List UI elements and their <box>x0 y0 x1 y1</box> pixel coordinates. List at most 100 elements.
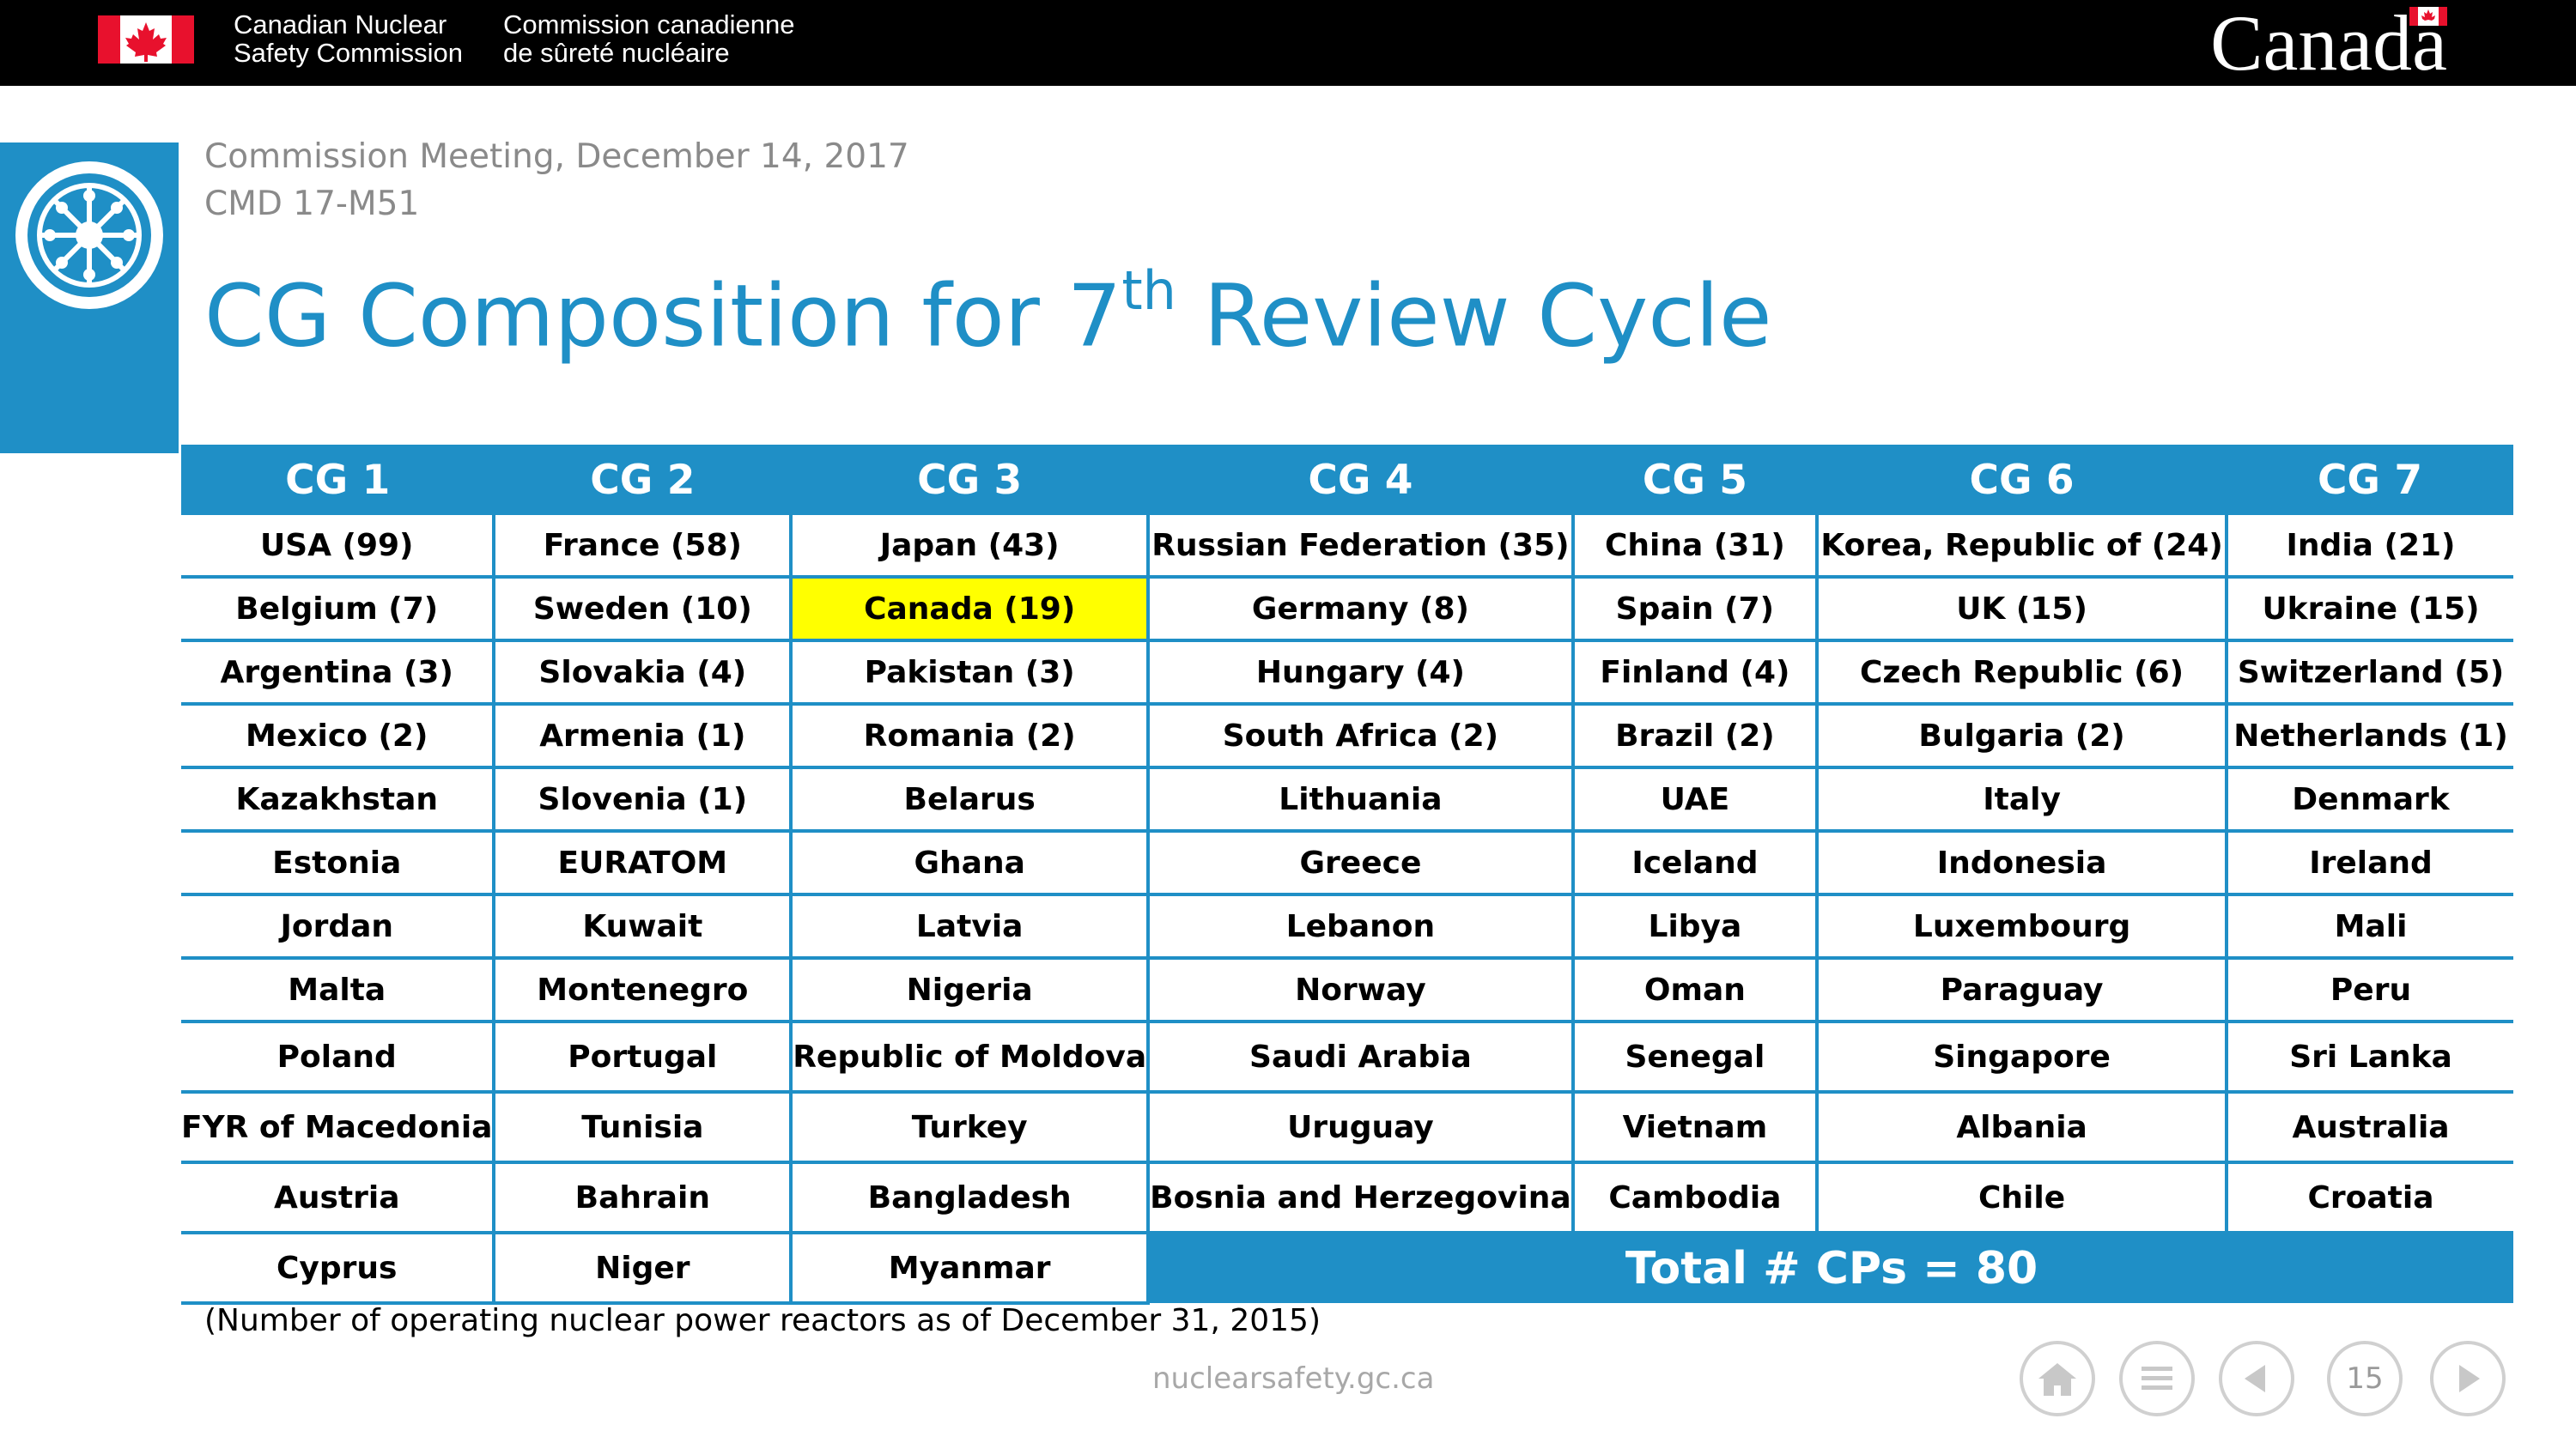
table-cell: Niger <box>494 1233 793 1305</box>
table-cell: Sweden (10) <box>494 577 793 642</box>
table-cell: Netherlands (1) <box>2227 704 2513 769</box>
table-cell: Slovakia (4) <box>494 640 793 706</box>
table-row: Belgium (7) Sweden (10) Canada (19) Germ… <box>181 577 2513 642</box>
table-cell: Kuwait <box>494 894 793 960</box>
table-cell: Belgium (7) <box>181 577 496 642</box>
table-cell: Spain (7) <box>1572 577 1820 642</box>
cnsc-logo-icon <box>15 161 163 309</box>
footnote: (Number of operating nuclear power react… <box>204 1303 1321 1338</box>
cmd-number: CMD 17-M51 <box>204 185 420 223</box>
column-header: CG 7 <box>2227 445 2513 515</box>
table-cell: Luxembourg <box>1817 894 2229 960</box>
table-cell: Bangladesh <box>791 1162 1151 1234</box>
table-cell: Norway <box>1148 958 1575 1023</box>
home-icon <box>2038 1363 2076 1396</box>
table-row: Austria Bahrain Bangladesh Bosnia and He… <box>181 1162 2513 1234</box>
table-cell: Albania <box>1817 1092 2229 1164</box>
title-prefix: CG Composition for 7 <box>204 265 1122 367</box>
table-cell: Argentina (3) <box>181 640 496 706</box>
table-cell: Greece <box>1148 831 1575 896</box>
title-superscript: th <box>1121 259 1176 322</box>
org-name-en-line1: Canadian Nuclear <box>234 9 447 39</box>
table-cell: India (21) <box>2227 515 2513 579</box>
table-cell: Tunisia <box>494 1092 793 1164</box>
page-indicator: 15 <box>2327 1341 2403 1416</box>
column-header: CG 3 <box>791 445 1149 515</box>
table-cell: Chile <box>1817 1162 2229 1234</box>
table-row: Argentina (3) Slovakia (4) Pakistan (3) … <box>181 640 2513 706</box>
table-cell: Switzerland (5) <box>2227 640 2513 706</box>
table-cell: Poland <box>181 1022 496 1094</box>
table-cell: EURATOM <box>494 831 793 896</box>
home-button[interactable] <box>2020 1341 2095 1416</box>
table-cell: Bahrain <box>494 1162 793 1234</box>
table-cell: Mali <box>2227 894 2513 960</box>
table-row: Mexico (2) Armenia (1) Romania (2) South… <box>181 704 2513 769</box>
table-cell: Jordan <box>181 894 496 960</box>
table-cell: Lithuania <box>1148 767 1575 833</box>
table-row: Kazakhstan Slovenia (1) Belarus Lithuani… <box>181 767 2513 833</box>
table-cell: Malta <box>181 958 496 1023</box>
table-cell: Turkey <box>791 1092 1151 1164</box>
table-cell: Iceland <box>1572 831 1820 896</box>
table-cell: Ghana <box>791 831 1151 896</box>
table-cell: Kazakhstan <box>181 767 496 833</box>
table-cell: Portugal <box>494 1022 793 1094</box>
column-header: CG 6 <box>1817 445 2227 515</box>
website-link[interactable]: nuclearsafety.gc.ca <box>1152 1361 1435 1396</box>
next-icon <box>2459 1365 2480 1392</box>
table-cell: Ukraine (15) <box>2227 577 2513 642</box>
table-cell: Lebanon <box>1148 894 1575 960</box>
table-cell: Bulgaria (2) <box>1817 704 2229 769</box>
org-name-en: Canadian Nuclear Safety Commission <box>234 10 463 67</box>
total-cps: Total # CPs = 80 <box>1148 1233 2513 1303</box>
table-cell: Oman <box>1572 958 1820 1023</box>
table-cell: Japan (43) <box>791 515 1151 579</box>
table-cell: Myanmar <box>791 1233 1151 1305</box>
meeting-date: Commission Meeting, December 14, 2017 <box>204 137 909 176</box>
column-header: CG 2 <box>494 445 792 515</box>
table-row: Cyprus Niger Myanmar Total # CPs = 80 <box>181 1233 2513 1305</box>
table-cell: Uruguay <box>1148 1092 1575 1164</box>
table-row: Malta Montenegro Nigeria Norway Oman Par… <box>181 958 2513 1023</box>
table-cell: Germany (8) <box>1148 577 1575 642</box>
column-header: CG 5 <box>1572 445 1818 515</box>
highlighted-cell: Canada (19) <box>791 577 1151 642</box>
table-cell: Bosnia and Herzegovina <box>1148 1162 1575 1234</box>
previous-slide-button[interactable] <box>2219 1341 2294 1416</box>
table-cell: Singapore <box>1817 1022 2229 1094</box>
table-cell: Indonesia <box>1817 831 2229 896</box>
table-cell: Brazil (2) <box>1572 704 1820 769</box>
next-slide-button[interactable] <box>2430 1341 2506 1416</box>
table-cell: USA (99) <box>181 515 496 579</box>
table-cell: Finland (4) <box>1572 640 1820 706</box>
org-name-en-line2: Safety Commission <box>234 38 464 68</box>
table-cell: Pakistan (3) <box>791 640 1151 706</box>
table-cell: Ireland <box>2227 831 2513 896</box>
org-name-fr: Commission canadienne de sûreté nucléair… <box>503 10 794 67</box>
table-cell: Paraguay <box>1817 958 2229 1023</box>
page-number: 15 <box>2346 1361 2384 1396</box>
column-header: CG 1 <box>181 445 495 515</box>
table-cell: Italy <box>1817 767 2229 833</box>
table-row: FYR of Macedonia Tunisia Turkey Uruguay … <box>181 1092 2513 1164</box>
table-cell: FYR of Macedonia <box>181 1092 496 1164</box>
canada-flag-icon <box>98 15 194 64</box>
menu-button[interactable] <box>2119 1341 2195 1416</box>
table-cell: Cyprus <box>181 1233 496 1305</box>
table-cell: Montenegro <box>494 958 793 1023</box>
previous-icon <box>2245 1365 2265 1392</box>
table-cell: Nigeria <box>791 958 1151 1023</box>
org-name-fr-line1: Commission canadienne <box>503 9 795 39</box>
table-cell: Cambodia <box>1572 1162 1820 1234</box>
table-cell: Denmark <box>2227 767 2513 833</box>
table-cell: Vietnam <box>1572 1092 1820 1164</box>
government-header: Canadian Nuclear Safety Commission Commi… <box>0 0 2576 86</box>
table-cell: Korea, Republic of (24) <box>1817 515 2229 579</box>
table-cell: Peru <box>2227 958 2513 1023</box>
table-cell: Austria <box>181 1162 496 1234</box>
table-row: Estonia EURATOM Ghana Greece Iceland Ind… <box>181 831 2513 896</box>
table-cell: France (58) <box>494 515 793 579</box>
table-cell: Slovenia (1) <box>494 767 793 833</box>
table-cell: China (31) <box>1572 515 1820 579</box>
